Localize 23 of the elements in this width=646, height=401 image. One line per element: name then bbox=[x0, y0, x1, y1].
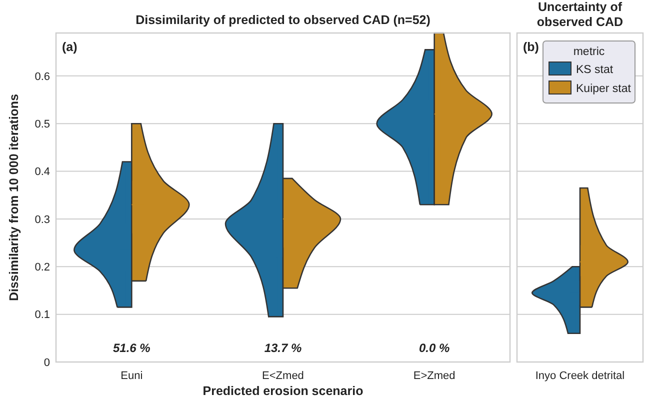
legend-title: metric bbox=[573, 46, 605, 58]
y-tick-label: 0.6 bbox=[34, 70, 50, 83]
x-tick-label: E>Zmed bbox=[413, 370, 456, 382]
y-tick-label: 0.5 bbox=[34, 118, 50, 130]
y-tick-label: 0.3 bbox=[34, 214, 50, 226]
x-tick-label: Inyo Creek detrital bbox=[535, 370, 625, 382]
legend-label: KS stat bbox=[576, 64, 614, 76]
annotation: 51.6 % bbox=[112, 341, 151, 356]
chart-title: Dissimilarity of predicted to observed CAD (n=52) bbox=[136, 13, 430, 27]
annotation: (a) bbox=[62, 40, 78, 54]
chart-title: Uncertainty of observed CAD bbox=[536, 0, 624, 29]
annotation: 13.7 % bbox=[264, 341, 302, 356]
legend-label: Kuiper stat bbox=[576, 83, 632, 95]
y-tick-label: 0.1 bbox=[34, 309, 50, 322]
y-tick-label: 0 bbox=[44, 356, 50, 369]
x-tick-label: Euni bbox=[120, 370, 143, 382]
y-axis-title: Dissimilarity from 10 000 iterations bbox=[7, 94, 21, 302]
annotation: (b) bbox=[523, 40, 539, 54]
annotation: 0.0 % bbox=[418, 341, 450, 356]
y-tick-label: 0.2 bbox=[34, 261, 50, 274]
x-axis-title: Predicted erosion scenario bbox=[202, 384, 364, 398]
x-tick-label: E<Zmed bbox=[262, 370, 304, 382]
y-tick-label: 0.4 bbox=[34, 166, 50, 178]
